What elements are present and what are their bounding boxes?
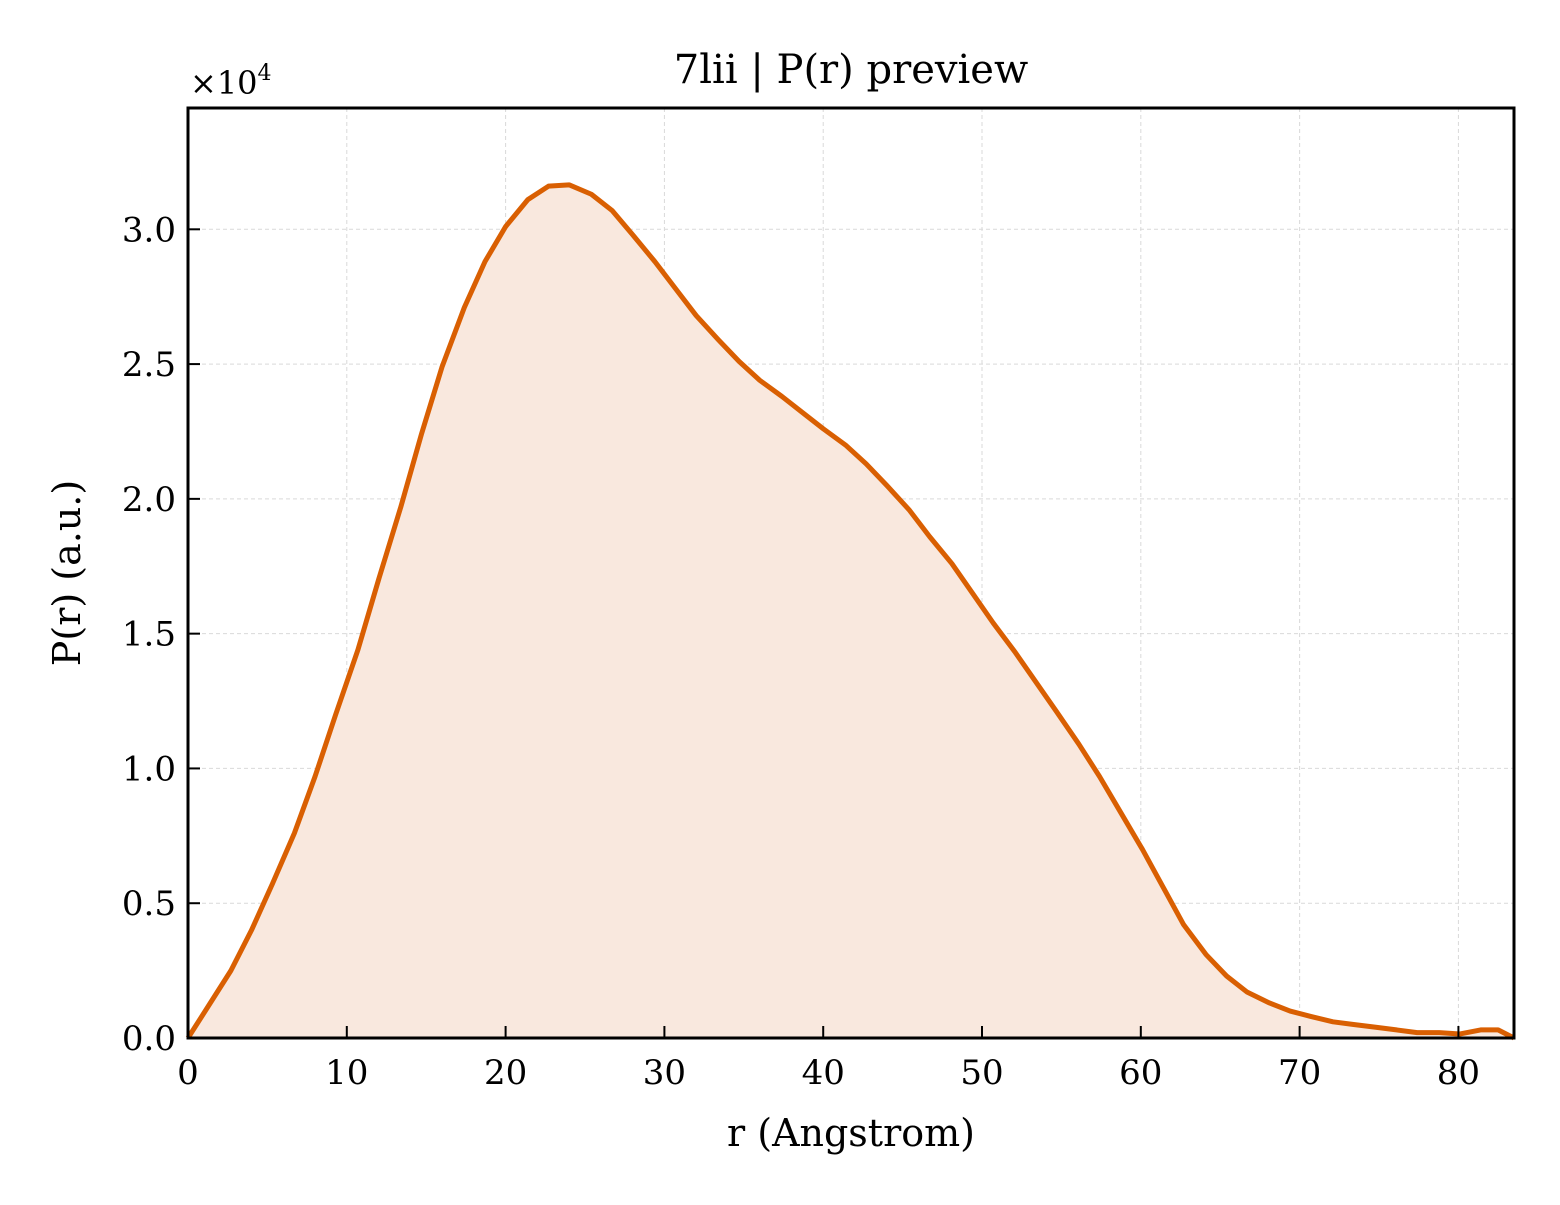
x-tick-label: 50 — [960, 1053, 1003, 1093]
x-axis-ticks: 0 10 20 30 40 50 60 70 80 — [177, 1026, 1480, 1093]
series-line — [185, 182, 1516, 1041]
y-tick-label: 2.5 — [122, 345, 176, 385]
area-fill — [188, 184, 1514, 1038]
y-tick-label: 2.0 — [122, 480, 176, 520]
x-tick-label: 30 — [643, 1053, 686, 1093]
y-tick-label: 1.5 — [122, 615, 176, 655]
chart-title: 7lii | P(r) preview — [674, 47, 1028, 93]
x-tick-label: 80 — [1437, 1053, 1480, 1093]
y-axis-label: P(r) (a.u.) — [45, 480, 89, 666]
x-tick-label: 40 — [802, 1053, 845, 1093]
y-tick-label: 1.0 — [122, 749, 176, 789]
x-tick-label: 20 — [484, 1053, 527, 1093]
x-tick-label: 0 — [177, 1053, 199, 1093]
x-tick-label: 10 — [325, 1053, 368, 1093]
y-tick-label: 0.5 — [122, 884, 176, 924]
y-tick-label: 3.0 — [122, 210, 176, 250]
x-tick-label: 60 — [1119, 1053, 1162, 1093]
y-multiplier-base: ×10 — [190, 64, 258, 102]
plot-frame — [186, 106, 1516, 1040]
y-multiplier-exponent: 4 — [258, 61, 272, 86]
y-tick-label: 0.0 — [122, 1019, 176, 1059]
x-tick-label: 70 — [1278, 1053, 1321, 1093]
y-axis-ticks: 0.0 0.5 1.0 1.5 2.0 2.5 3.0 — [122, 210, 200, 1059]
x-axis-label: r (Angstrom) — [727, 1111, 975, 1155]
y-axis-multiplier: ×104 — [190, 61, 272, 102]
